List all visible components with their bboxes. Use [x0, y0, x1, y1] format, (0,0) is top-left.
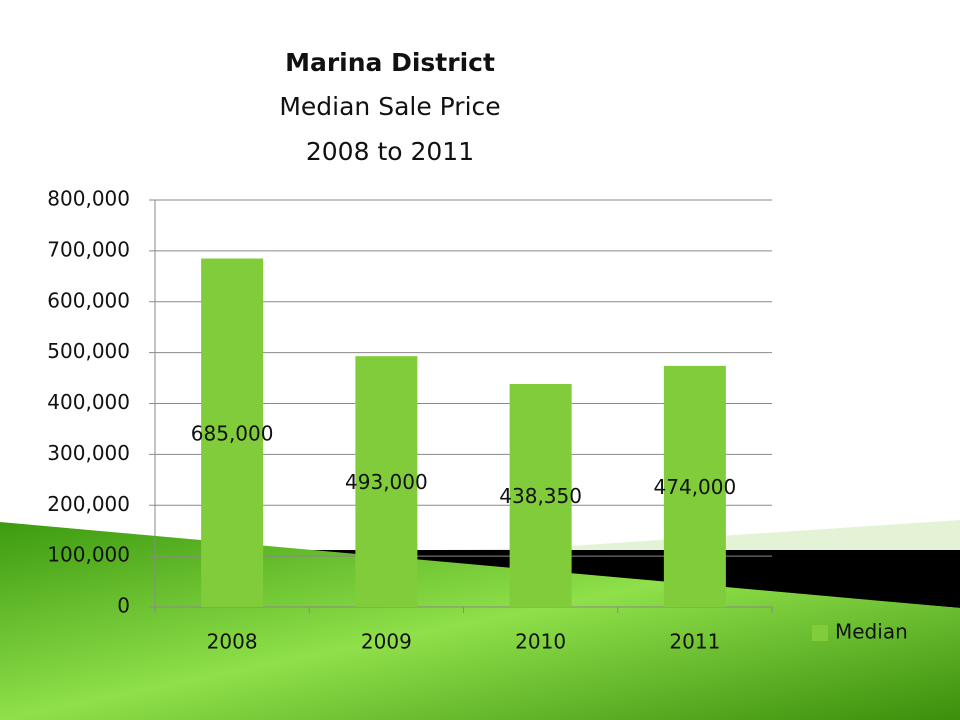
y-tick-label: 500,000 [47, 339, 130, 363]
value-label: 685,000 [191, 421, 274, 445]
value-label: 493,000 [345, 470, 428, 494]
y-tick-label: 400,000 [47, 390, 130, 414]
y-tick-label: 300,000 [47, 441, 130, 465]
value-label: 438,350 [499, 484, 582, 508]
chart-subtitle: 2008 to 2011 [306, 137, 474, 166]
bar [201, 258, 264, 607]
chart-subtitle: Median Sale Price [279, 92, 500, 121]
y-tick-label: 600,000 [47, 288, 130, 312]
x-tick-label: 2008 [207, 630, 258, 654]
y-tick-label: 700,000 [47, 237, 130, 261]
y-tick-label: 100,000 [47, 543, 130, 567]
bar [355, 356, 418, 607]
x-tick-label: 2011 [669, 630, 720, 654]
x-tick-label: 2009 [361, 630, 412, 654]
value-label: 474,000 [654, 475, 737, 499]
legend-swatch [812, 625, 828, 641]
y-tick-label: 0 [117, 594, 130, 618]
bar [663, 365, 726, 607]
y-tick-label: 200,000 [47, 492, 130, 516]
y-tick-label: 800,000 [47, 187, 130, 211]
bar [509, 383, 572, 607]
decor-light [380, 520, 960, 551]
x-tick-label: 2010 [515, 630, 566, 654]
chart-title: Marina District [285, 48, 495, 77]
legend-label: Median [835, 620, 908, 644]
